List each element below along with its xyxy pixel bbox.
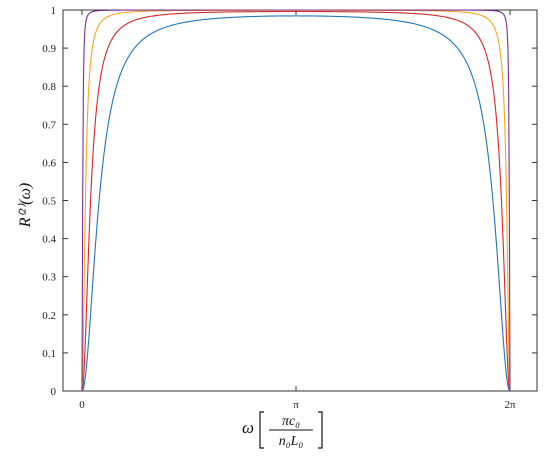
y-tick-label: 0.8 (42, 81, 56, 93)
y-tick-label: 0.1 (42, 348, 56, 360)
series-line-2 (81, 10, 511, 392)
x-tick-label: 0 (79, 399, 85, 411)
y-tick-label: 0.4 (42, 234, 56, 246)
y-tick-label: 0.7 (42, 119, 56, 131)
x-axis-label-numerator: πc₀ (282, 414, 300, 429)
y-tick-label: 0 (51, 386, 57, 398)
y-axis-label: R⁽²⁾(ω) (17, 183, 34, 228)
y-tick-label: 0.6 (42, 157, 56, 169)
plot-frame (62, 9, 538, 392)
series-line-1 (81, 15, 511, 392)
y-tick-label: 0.9 (42, 43, 56, 55)
x-axis-label: ω πc₀ n₀L₀ (242, 411, 323, 449)
y-tick-label: 0.2 (42, 310, 56, 322)
x-axis-label-denominator: n₀L₀ (279, 434, 304, 449)
x-tick-label: π (293, 399, 299, 411)
x-axis-label-left-bracket (259, 411, 264, 449)
series-layer (81, 9, 511, 392)
y-tick-label: 0.3 (42, 272, 56, 284)
x-axis-label-prefix: ω (242, 418, 254, 437)
y-axis-ticks: 0 0.1 0.2 0.3 0.4 0.5 0.6 0.7 0.8 0.9 1 (42, 5, 537, 398)
x-tick-label: 2π (504, 399, 516, 411)
y-tick-label: 1 (51, 5, 57, 17)
x-axis-label-right-bracket (318, 411, 323, 449)
y-tick-label: 0.5 (42, 196, 56, 208)
series-line-4 (81, 9, 511, 392)
